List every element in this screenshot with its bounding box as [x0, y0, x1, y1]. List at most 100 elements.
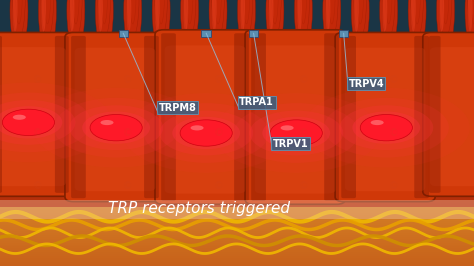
Bar	[0, 64, 474, 66]
Bar	[0, 209, 474, 211]
Ellipse shape	[213, 93, 380, 173]
Bar	[118, 30, 128, 37]
Ellipse shape	[90, 115, 142, 141]
Bar	[0, 62, 474, 64]
Bar	[0, 114, 474, 116]
Ellipse shape	[183, 0, 196, 37]
Ellipse shape	[380, 0, 398, 51]
Bar	[0, 188, 474, 189]
Bar	[0, 173, 474, 176]
Bar	[0, 134, 474, 136]
Bar	[0, 157, 474, 160]
Ellipse shape	[70, 0, 74, 32]
Ellipse shape	[98, 0, 103, 32]
Ellipse shape	[240, 0, 253, 37]
Bar	[0, 221, 474, 223]
Bar	[0, 223, 474, 225]
Ellipse shape	[0, 100, 75, 145]
Bar	[339, 30, 348, 37]
Bar	[0, 207, 474, 209]
Ellipse shape	[54, 98, 179, 157]
Ellipse shape	[100, 0, 108, 24]
Bar	[0, 203, 474, 205]
Bar	[0, 205, 474, 207]
Bar	[0, 130, 474, 132]
Ellipse shape	[72, 0, 80, 24]
Ellipse shape	[294, 0, 312, 51]
Bar	[0, 200, 474, 219]
FancyBboxPatch shape	[71, 36, 86, 198]
Ellipse shape	[15, 0, 23, 24]
Ellipse shape	[351, 0, 369, 51]
Bar	[0, 192, 474, 194]
Ellipse shape	[41, 0, 54, 37]
Ellipse shape	[2, 109, 55, 135]
Bar	[0, 154, 474, 156]
Bar	[0, 80, 474, 82]
Ellipse shape	[439, 0, 444, 32]
Ellipse shape	[269, 0, 281, 37]
Ellipse shape	[70, 0, 82, 37]
Ellipse shape	[144, 103, 269, 163]
Bar	[0, 120, 474, 122]
Ellipse shape	[354, 0, 359, 32]
Text: ©: ©	[213, 181, 223, 191]
Ellipse shape	[439, 0, 452, 37]
Ellipse shape	[269, 0, 273, 32]
Bar	[0, 100, 474, 102]
Ellipse shape	[100, 120, 113, 125]
Text: ©: ©	[213, 128, 223, 138]
Bar	[0, 172, 474, 174]
Ellipse shape	[385, 0, 392, 24]
Bar	[0, 178, 474, 180]
Ellipse shape	[44, 0, 51, 24]
Bar	[0, 229, 474, 231]
Bar	[0, 102, 474, 104]
Ellipse shape	[262, 117, 330, 149]
Ellipse shape	[82, 111, 150, 144]
Ellipse shape	[354, 0, 366, 37]
Ellipse shape	[297, 0, 302, 32]
Ellipse shape	[33, 88, 200, 168]
Bar	[0, 140, 474, 142]
Ellipse shape	[408, 0, 426, 51]
Bar	[0, 84, 474, 86]
Bar	[0, 256, 474, 258]
Bar	[0, 197, 474, 200]
Ellipse shape	[243, 0, 250, 24]
Ellipse shape	[155, 0, 160, 32]
Bar	[0, 108, 474, 110]
Bar	[0, 90, 474, 92]
Ellipse shape	[360, 115, 412, 141]
Bar	[0, 165, 474, 168]
Text: ©: ©	[299, 181, 308, 191]
Ellipse shape	[155, 0, 167, 37]
Bar	[0, 254, 474, 256]
Bar	[0, 156, 474, 157]
FancyBboxPatch shape	[414, 36, 429, 198]
Ellipse shape	[300, 0, 307, 24]
Bar	[0, 186, 474, 188]
Text: ©: ©	[389, 75, 398, 85]
Bar	[0, 262, 474, 264]
Text: ©: ©	[33, 128, 43, 138]
Ellipse shape	[234, 103, 359, 163]
Ellipse shape	[159, 111, 253, 155]
Ellipse shape	[411, 0, 416, 32]
Bar	[0, 132, 474, 134]
Ellipse shape	[69, 105, 163, 150]
Ellipse shape	[38, 0, 56, 51]
Ellipse shape	[271, 0, 279, 24]
Ellipse shape	[186, 0, 193, 24]
Bar	[0, 66, 474, 68]
Ellipse shape	[442, 0, 449, 24]
FancyBboxPatch shape	[345, 48, 425, 191]
Text: ©: ©	[123, 181, 133, 191]
Ellipse shape	[180, 120, 232, 146]
Ellipse shape	[270, 120, 322, 146]
Ellipse shape	[98, 0, 110, 37]
FancyBboxPatch shape	[0, 32, 75, 196]
FancyBboxPatch shape	[0, 36, 2, 193]
Ellipse shape	[326, 0, 338, 37]
Bar	[0, 116, 474, 118]
